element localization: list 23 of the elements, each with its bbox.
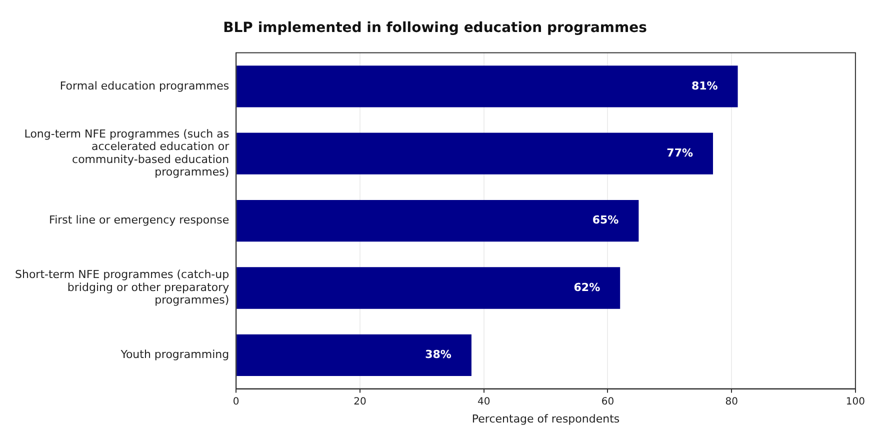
y-tick-label: Long-term NFE programmes (such as accelerated education or community-based education programmes) xyxy=(24,127,230,178)
data-label: 38% xyxy=(425,348,452,362)
y-tick-label: Short-term NFE programmes (catch-up bridging or other preparatory programmes) xyxy=(14,268,230,307)
x-tick-label: 100 xyxy=(846,396,866,408)
x-tick-label: 80 xyxy=(725,396,738,408)
bar xyxy=(236,132,714,174)
y-tick-label: Youth programming xyxy=(120,348,230,362)
y-tick-label: First line or emergency response xyxy=(49,214,230,227)
chart-title: BLP implemented in following education programmes xyxy=(223,20,647,36)
x-tick-label: 0 xyxy=(232,396,240,408)
data-label: 81% xyxy=(691,79,718,92)
data-label: 65% xyxy=(592,214,619,227)
x-tick-label: 20 xyxy=(354,396,366,408)
data-label: 62% xyxy=(574,280,600,294)
bar xyxy=(236,267,620,309)
bar xyxy=(236,334,472,376)
data-label: 77% xyxy=(666,146,694,160)
x-axis-title: Percentage of respondents xyxy=(472,412,620,426)
bar xyxy=(236,66,738,108)
bar xyxy=(236,200,639,242)
x-tick-label: 40 xyxy=(477,396,490,408)
x-tick-label: 60 xyxy=(601,396,614,408)
y-tick-label: Formal education programmes xyxy=(60,79,230,92)
